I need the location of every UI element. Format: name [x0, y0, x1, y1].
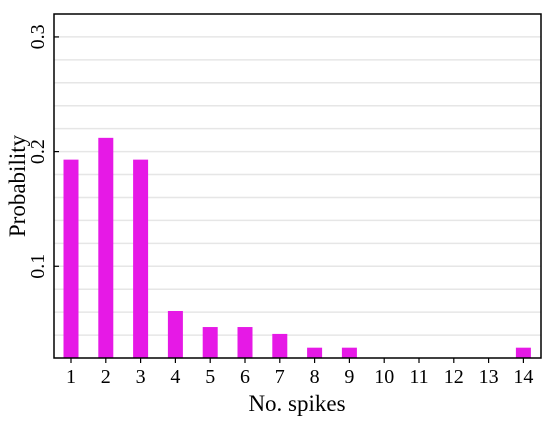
y-axis-label: Probability [5, 134, 30, 237]
y-tick-label-0.3: 0.3 [27, 24, 49, 49]
bar-6 [237, 327, 253, 358]
x-tick-label-10: 10 [374, 366, 394, 388]
x-axis-ticks: 1 2 3 4 5 6 7 8 9 10 11 12 13 14 [66, 358, 533, 388]
x-axis-label: No. spikes [248, 391, 345, 416]
x-tick-label-6: 6 [240, 366, 250, 388]
x-tick-label-1: 1 [66, 366, 76, 388]
x-tick-label-2: 2 [101, 366, 111, 388]
y-axis-ticks: 0.1 0.2 0.3 [27, 24, 59, 279]
bar-8 [307, 347, 323, 358]
bar-2 [98, 137, 114, 358]
x-tick-label-12: 12 [444, 366, 464, 388]
y-tick-label-0.2: 0.2 [27, 139, 49, 164]
x-tick-label-11: 11 [409, 366, 428, 388]
bar-14 [515, 347, 531, 358]
y-tick-label-0.1: 0.1 [27, 254, 49, 279]
bar-4 [167, 310, 183, 358]
x-tick-label-9: 9 [344, 366, 354, 388]
x-tick-label-4: 4 [170, 366, 180, 388]
bar-9 [341, 347, 357, 358]
x-tick-label-7: 7 [275, 366, 285, 388]
x-tick-label-13: 13 [479, 366, 499, 388]
bar-3 [133, 159, 149, 358]
bars [63, 137, 531, 358]
bar-5 [202, 327, 218, 358]
plot-frame [53, 13, 542, 359]
x-tick-label-5: 5 [205, 366, 215, 388]
x-tick-label-3: 3 [136, 366, 146, 388]
gridlines [54, 36, 541, 336]
bar-7 [272, 333, 288, 358]
bar-1 [63, 159, 79, 358]
x-tick-label-8: 8 [310, 366, 320, 388]
x-tick-label-14: 14 [513, 366, 533, 388]
